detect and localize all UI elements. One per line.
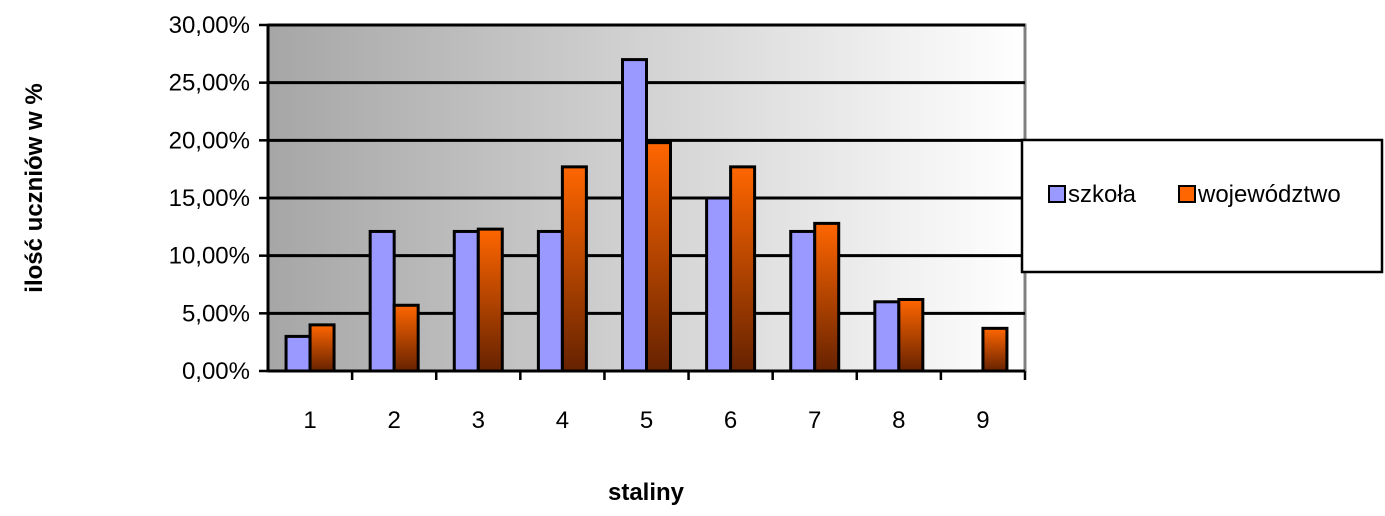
bar-szkola: [621, 58, 648, 373]
y-tick-label: 5,00%: [182, 300, 250, 327]
y-tick-label: 30,00%: [169, 12, 250, 39]
legend-box: [1020, 138, 1384, 274]
y-tick-label: 25,00%: [169, 70, 250, 97]
x-axis-title: staliny: [608, 479, 685, 506]
tick-labels: 0,00% 5,00% 10,00% 15,00% 20,00% 25,00% 30,00%…: [169, 12, 990, 434]
bar-wojewodztwo: [560, 165, 588, 373]
x-tick-label: 3: [472, 407, 485, 434]
legend-label-szkola: szkoła: [1068, 181, 1137, 208]
bar-szkola: [536, 229, 564, 373]
y-axis-title: ilość uczniów w %: [21, 83, 48, 292]
bar-szkola: [873, 300, 901, 373]
y-tick-label: 20,00%: [169, 127, 250, 154]
x-tick-label: 8: [892, 407, 905, 434]
bar-wojewodztwo: [645, 141, 672, 373]
bar-szkola: [705, 196, 733, 373]
bars: [284, 58, 1009, 373]
bar-szkola: [789, 229, 817, 373]
bar-wojewodztwo: [897, 297, 925, 373]
axes: [259, 23, 1027, 380]
bar-szkola: [452, 229, 480, 373]
bar-wojewodztwo: [392, 303, 420, 373]
bar-szkola: [284, 334, 312, 373]
y-tick-label: 15,00%: [169, 185, 250, 212]
legend-swatch-wojewodztwo: [1178, 185, 1196, 203]
legend-swatch-szkola: [1048, 185, 1066, 203]
x-tick-label: 7: [808, 407, 821, 434]
bar-wojewodztwo: [308, 323, 336, 373]
x-tick-label: 2: [387, 407, 400, 434]
x-tick-label: 6: [724, 407, 737, 434]
bar-szkola: [368, 229, 396, 373]
bar-wojewodztwo: [729, 165, 757, 373]
x-tick-label: 1: [303, 407, 316, 434]
legend: szkoła województwo: [1020, 138, 1384, 274]
bar-wojewodztwo: [813, 221, 841, 373]
x-tick-label: 4: [556, 407, 569, 434]
y-tick-label: 0,00%: [182, 358, 250, 385]
x-tick-label: 5: [640, 407, 653, 434]
legend-label-wojewodztwo: województwo: [1197, 181, 1341, 208]
bar-wojewodztwo: [981, 326, 1009, 373]
y-tick-label: 10,00%: [169, 243, 250, 270]
x-tick-label: 9: [976, 407, 989, 434]
bar-wojewodztwo: [476, 227, 504, 373]
